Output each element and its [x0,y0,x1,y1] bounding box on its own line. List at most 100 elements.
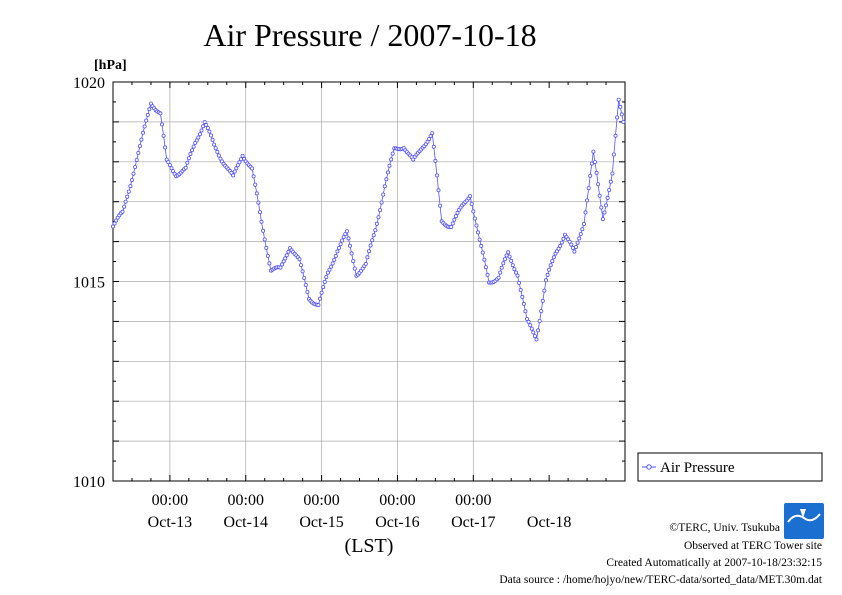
logo-drop-icon [800,509,806,518]
data-point [186,156,191,161]
data-point [540,298,545,303]
data-point [281,259,286,264]
legend: Air Pressure [637,452,823,482]
data-point [436,188,441,193]
data-point [204,123,209,128]
data-point [347,243,352,248]
data-point [551,255,556,260]
data-point [330,261,335,266]
data-point [385,170,390,175]
data-point [561,236,566,241]
axis-ticks [112,81,626,482]
data-point [578,231,583,236]
data-point [344,229,349,234]
data-point [371,233,376,238]
terc-logo [784,503,824,539]
data-point [112,221,117,226]
data-point [575,240,580,245]
data-point [558,243,563,248]
data-point [234,166,239,171]
data-point [471,209,476,214]
data-point [502,257,507,262]
x-day-label: Oct-14 [224,514,268,531]
data-point [237,160,242,165]
data-point [125,194,130,199]
data-point [231,173,236,178]
data-point [569,242,574,247]
data-point [532,334,537,339]
x-tick-label: 00:00 [228,492,264,509]
data-point [191,144,196,149]
data-point [501,261,506,266]
data-point [588,173,593,178]
data-point [333,253,338,258]
data-point [452,217,457,222]
data-point [280,262,285,267]
data-point [373,228,378,233]
data-point [319,290,324,295]
data-point [265,253,270,258]
data-point [366,249,371,254]
data-point [583,210,588,215]
data-point [134,157,139,162]
data-point [556,246,561,251]
data-point [591,149,596,154]
data-point [381,192,386,197]
series-line [112,99,624,341]
data-point [545,272,550,277]
data-point [379,200,384,205]
data-point [475,230,480,235]
data-point [589,161,594,166]
data-point [376,215,381,220]
data-point [324,275,329,280]
data-point [485,272,490,277]
data-point [600,217,605,222]
data-point [166,160,171,165]
data-point [374,221,379,226]
data-point [387,163,392,168]
data-point [144,118,149,123]
data-point [133,164,138,169]
data-point [321,285,326,290]
data-point [199,128,204,133]
data-point [605,195,610,200]
data-point [510,263,515,268]
data-point [264,245,269,250]
data-point [599,205,604,210]
chart-title: Air Pressure / 2007-10-18 [203,17,536,53]
data-point [472,216,477,221]
data-point [257,210,262,215]
data-point [496,275,501,280]
x-day-label: Oct-15 [299,514,343,531]
data-point [619,112,624,117]
data-point [536,328,541,333]
data-point [123,199,128,204]
legend-marker [646,464,652,470]
data-point [526,319,531,324]
data-point [205,126,210,131]
data-point [317,296,322,301]
data-point [390,151,395,156]
data-point [525,316,530,321]
data-point [341,235,346,240]
y-tick-label: 1020 [73,75,105,92]
data-point [450,221,455,226]
data-point [520,294,525,299]
data-point [140,130,145,135]
series-air-pressure [111,97,626,342]
y-tick-label: 1010 [73,474,105,491]
data-point [322,279,327,284]
data-point [539,309,544,314]
data-point [483,265,488,270]
data-point [574,244,579,249]
data-point [378,208,383,213]
data-point [120,209,125,214]
data-point [521,301,526,306]
data-point [349,251,354,256]
data-point [122,204,127,209]
x-tick-label: 00:00 [379,492,415,509]
data-point [597,193,602,198]
data-point [159,122,164,127]
data-point [284,253,289,258]
